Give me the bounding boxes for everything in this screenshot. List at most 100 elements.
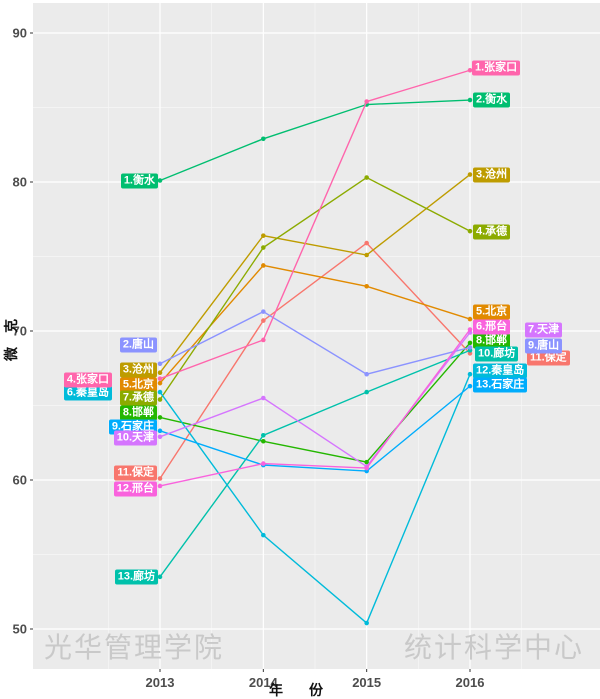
city-label-right-秦皇岛: 12.秦皇岛 — [473, 363, 528, 379]
series-line — [159, 69, 471, 380]
city-label-left-保定: 11.保定 — [114, 465, 157, 481]
data-point — [364, 389, 369, 395]
series-唐山 — [157, 309, 473, 377]
data-point — [364, 99, 369, 104]
city-label-right-天津: 7.天津 — [525, 322, 563, 338]
data-point — [261, 263, 266, 268]
city-label-left-秦皇岛: 6.秦皇岛 — [63, 385, 112, 401]
series-line — [159, 349, 471, 578]
data-point — [157, 178, 163, 183]
data-point — [364, 175, 369, 180]
data-point — [157, 476, 163, 481]
data-point — [261, 136, 266, 142]
x-tick-label: 2014 — [248, 675, 278, 690]
city-label-left-天津: 10.天津 — [113, 430, 157, 446]
data-point — [157, 361, 163, 367]
gridlines — [33, 3, 600, 669]
series-line — [159, 173, 471, 374]
data-point — [157, 380, 163, 386]
city-label-right-衡水: 2.衡水 — [473, 92, 511, 108]
data-point — [467, 97, 473, 103]
y-tick-label: 90 — [12, 25, 27, 41]
city-label-right-邢台: 6.邢台 — [473, 319, 511, 335]
data-point — [157, 397, 163, 402]
data-point — [467, 327, 473, 332]
series-沧州 — [157, 172, 473, 376]
series-line — [159, 99, 471, 182]
y-tick-label: 50 — [12, 621, 27, 637]
data-point — [157, 574, 163, 580]
series-line — [159, 310, 471, 375]
data-point — [261, 395, 266, 401]
city-label-right-保定: 11.保定 — [527, 350, 570, 366]
data-point — [364, 252, 369, 258]
city-label-right-廊坊: 10.廊坊 — [475, 346, 519, 362]
city-label-left-沧州: 3.沧州 — [119, 362, 157, 378]
series-张家口 — [157, 67, 473, 381]
data-point — [364, 240, 369, 246]
data-point — [364, 465, 369, 471]
data-point — [467, 371, 473, 377]
data-point — [467, 345, 473, 350]
data-point — [157, 434, 163, 440]
series-line — [159, 373, 471, 625]
data-point — [467, 172, 473, 177]
x-axis-title: 年 份 — [269, 682, 329, 698]
x-tick-label: 2013 — [145, 675, 175, 690]
x-tick-label: 2016 — [455, 675, 485, 690]
city-label-left-邢台: 12.邢台 — [113, 481, 157, 497]
data-point — [261, 461, 266, 466]
data-point — [157, 415, 163, 420]
data-point — [157, 376, 163, 381]
city-label-left-承德: 7.承德 — [119, 390, 157, 406]
data-point — [261, 438, 266, 444]
y-tick-label: 70 — [12, 323, 27, 339]
series-line — [159, 176, 471, 400]
data-point — [467, 228, 473, 234]
data-point — [467, 316, 473, 322]
series-line — [159, 242, 471, 479]
watermark-right: 统计科学中心 — [403, 632, 584, 663]
data-point — [261, 433, 266, 438]
series-line — [159, 385, 471, 472]
city-label-left-廊坊: 13.廊坊 — [114, 569, 158, 585]
city-label-left-北京: 5.北京 — [119, 377, 157, 393]
city-label-right-邯郸: 8.邯郸 — [473, 333, 511, 349]
series-邯郸 — [157, 340, 473, 465]
city-label-left-唐山: 2.唐山 — [119, 337, 157, 353]
data-point — [261, 309, 266, 314]
x-tick-label: 2015 — [352, 675, 382, 690]
series-秦皇岛 — [157, 371, 473, 626]
data-point — [261, 245, 266, 250]
data-point — [157, 428, 163, 434]
series-承德 — [157, 175, 473, 402]
y-tick-label: 60 — [12, 472, 27, 488]
city-label-left-张家口: 4.张家口 — [63, 372, 112, 388]
series-line — [159, 342, 471, 463]
data-point — [261, 318, 266, 323]
city-label-right-承德: 4.承德 — [473, 224, 511, 240]
data-point — [261, 532, 266, 538]
data-point — [261, 233, 266, 238]
data-point — [467, 383, 473, 389]
data-point — [364, 620, 369, 626]
city-label-right-唐山: 9.唐山 — [525, 338, 563, 354]
watermark-left: 光华管理学院 — [44, 632, 225, 663]
data-point — [364, 371, 369, 377]
series-邢台 — [157, 327, 473, 489]
data-point — [157, 483, 163, 489]
axis-ticks — [30, 32, 471, 672]
y-tick-label: 80 — [12, 174, 27, 190]
data-point — [157, 389, 163, 395]
data-point — [157, 370, 163, 376]
city-label-right-张家口: 1.张家口 — [472, 60, 521, 76]
city-label-left-衡水: 1.衡水 — [120, 173, 158, 189]
data-point — [467, 67, 473, 73]
y-axis-title: 微克 — [3, 305, 19, 361]
data-point — [364, 459, 369, 465]
city-label-right-沧州: 3.沧州 — [473, 167, 511, 183]
data-point — [261, 337, 266, 343]
city-label-right-石家庄: 13.石家庄 — [473, 377, 528, 393]
city-label-left-邯郸: 8.邯郸 — [119, 405, 157, 421]
